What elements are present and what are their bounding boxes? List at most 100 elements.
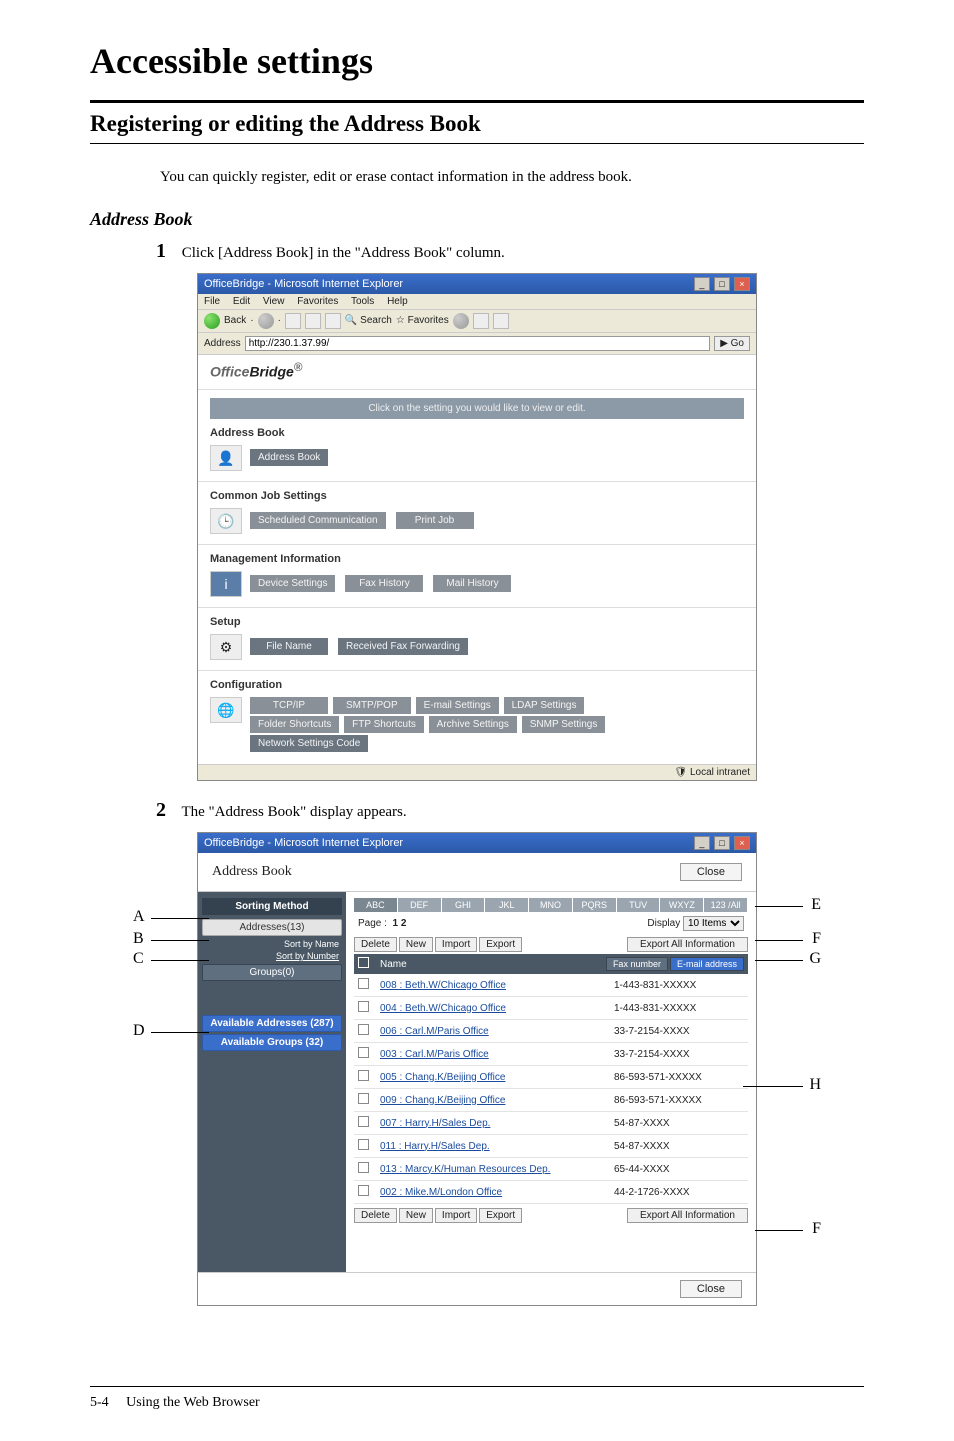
tab-jkl[interactable]: JKL <box>485 898 529 912</box>
import-button-2[interactable]: Import <box>435 1208 477 1223</box>
minimize-icon[interactable]: _ <box>694 277 710 291</box>
close-icon[interactable]: × <box>734 277 750 291</box>
folder-shortcuts-button[interactable]: Folder Shortcuts <box>250 716 339 733</box>
ftp-shortcuts-button[interactable]: FTP Shortcuts <box>344 716 424 733</box>
mail-history-button[interactable]: Mail History <box>433 575 511 592</box>
import-button[interactable]: Import <box>435 937 477 952</box>
display-select[interactable]: 10 Items <box>683 916 744 931</box>
snmp-settings-button[interactable]: SNMP Settings <box>522 716 606 733</box>
search-label[interactable]: 🔍 Search <box>345 315 392 326</box>
new-button[interactable]: New <box>399 937 433 952</box>
mail-icon[interactable] <box>473 313 489 329</box>
row-checkbox[interactable] <box>358 1116 376 1130</box>
tab-mno[interactable]: MNO <box>529 898 573 912</box>
row-link[interactable]: 006 : Carl.M/Paris Office <box>380 1026 489 1037</box>
row-link[interactable]: 004 : Beth.W/Chicago Office <box>380 1003 506 1014</box>
row-link[interactable]: 003 : Carl.M/Paris Office <box>380 1049 489 1060</box>
favorites-label[interactable]: ☆ Favorites <box>396 315 449 326</box>
network-settings-code-button[interactable]: Network Settings Code <box>250 735 368 752</box>
address-book-button[interactable]: Address Book <box>250 449 328 466</box>
print-job-button[interactable]: Print Job <box>396 512 474 529</box>
row-link[interactable]: 007 : Harry.H/Sales Dep. <box>380 1118 490 1129</box>
tab-ghi[interactable]: GHI <box>442 898 486 912</box>
smtp-pop-button[interactable]: SMTP/POP <box>333 697 411 714</box>
row-checkbox[interactable] <box>358 1070 376 1084</box>
tab-tuv[interactable]: TUV <box>617 898 661 912</box>
delete-button[interactable]: Delete <box>354 937 397 952</box>
row-checkbox[interactable] <box>358 1162 376 1176</box>
row-checkbox[interactable] <box>358 1001 376 1015</box>
scheduled-comm-button[interactable]: Scheduled Communication <box>250 512 386 529</box>
export-button-2[interactable]: Export <box>479 1208 522 1223</box>
menu-tools[interactable]: Tools <box>351 296 374 307</box>
back-label[interactable]: Back <box>224 315 246 326</box>
row-checkbox[interactable] <box>358 1024 376 1038</box>
row-checkbox[interactable] <box>358 1139 376 1153</box>
menu-view[interactable]: View <box>263 296 285 307</box>
export-all-button-2[interactable]: Export All Information <box>627 1208 748 1223</box>
sort-email-button[interactable]: E-mail address <box>670 957 744 971</box>
tab-wxyz[interactable]: WXYZ <box>660 898 704 912</box>
screenshot-2: OfficeBridge - Microsoft Internet Explor… <box>197 832 757 1306</box>
addresses-button[interactable]: Addresses(13) <box>202 919 342 936</box>
tcpip-button[interactable]: TCP/IP <box>250 697 328 714</box>
page-numbers[interactable]: 1 2 <box>392 918 406 929</box>
sort-by-name[interactable]: Sort by Name <box>202 938 342 950</box>
minimize-icon[interactable]: _ <box>694 836 710 850</box>
close-button-bottom[interactable]: Close <box>680 1280 742 1298</box>
row-checkbox[interactable] <box>358 978 376 992</box>
received-fax-button[interactable]: Received Fax Forwarding <box>338 638 468 655</box>
delete-button-2[interactable]: Delete <box>354 1208 397 1223</box>
export-all-button[interactable]: Export All Information <box>627 937 748 952</box>
menu-favorites[interactable]: Favorites <box>297 296 338 307</box>
sort-by-number[interactable]: Sort by Number <box>202 950 342 962</box>
row-link[interactable]: 011 : Harry.H/Sales Dep. <box>380 1141 490 1152</box>
ldap-settings-button[interactable]: LDAP Settings <box>504 697 585 714</box>
tab-pqrs[interactable]: PQRS <box>573 898 617 912</box>
export-button[interactable]: Export <box>479 937 522 952</box>
maximize-icon[interactable]: □ <box>714 277 730 291</box>
new-button-2[interactable]: New <box>399 1208 433 1223</box>
refresh-icon[interactable] <box>305 313 321 329</box>
sort-fax-button[interactable]: Fax number <box>606 957 668 971</box>
groups-button[interactable]: Groups(0) <box>202 964 342 981</box>
address-input[interactable] <box>245 336 711 351</box>
tab-all[interactable]: 123 /All <box>704 898 748 912</box>
close-icon[interactable]: × <box>734 836 750 850</box>
back-icon[interactable] <box>204 313 220 329</box>
menu-help[interactable]: Help <box>387 296 408 307</box>
row-link[interactable]: 005 : Chang.K/Beijing Office <box>380 1072 505 1083</box>
menu-edit[interactable]: Edit <box>233 296 250 307</box>
select-all-checkbox[interactable] <box>358 957 376 971</box>
fax-history-button[interactable]: Fax History <box>345 575 423 592</box>
row-checkbox[interactable] <box>358 1185 376 1199</box>
row-link[interactable]: 009 : Chang.K/Beijing Office <box>380 1095 505 1106</box>
tab-abc[interactable]: ABC <box>354 898 398 912</box>
maximize-icon[interactable]: □ <box>714 836 730 850</box>
device-settings-button[interactable]: Device Settings <box>250 575 335 592</box>
archive-settings-button[interactable]: Archive Settings <box>429 716 517 733</box>
row-link[interactable]: 013 : Marcy.K/Human Resources Dep. <box>380 1164 550 1175</box>
rule-light <box>90 143 864 144</box>
email-settings-button[interactable]: E-mail Settings <box>416 697 499 714</box>
row-checkbox[interactable] <box>358 1047 376 1061</box>
ss1-titlebar: OfficeBridge - Microsoft Internet Explor… <box>198 274 756 294</box>
stop-icon[interactable] <box>285 313 301 329</box>
row-checkbox[interactable] <box>358 1093 376 1107</box>
home-icon[interactable] <box>325 313 341 329</box>
menu-file[interactable]: File <box>204 296 220 307</box>
toolbar: Back · · 🔍 Search ☆ Favorites <box>198 310 756 333</box>
available-groups-button[interactable]: Available Groups (32) <box>202 1034 342 1051</box>
file-name-button[interactable]: File Name <box>250 638 328 655</box>
forward-icon[interactable] <box>258 313 274 329</box>
history-icon[interactable] <box>453 313 469 329</box>
pager-row: Page : 1 2 Display 10 Items <box>354 912 748 935</box>
row-link[interactable]: 002 : Mike.M/London Office <box>380 1187 502 1198</box>
col-name[interactable]: Name <box>376 959 604 970</box>
print-icon[interactable] <box>493 313 509 329</box>
available-addresses-button[interactable]: Available Addresses (287) <box>202 1015 342 1032</box>
go-button[interactable]: ▶ Go <box>714 336 750 351</box>
close-button-top[interactable]: Close <box>680 863 742 881</box>
row-link[interactable]: 008 : Beth.W/Chicago Office <box>380 980 506 991</box>
tab-def[interactable]: DEF <box>398 898 442 912</box>
